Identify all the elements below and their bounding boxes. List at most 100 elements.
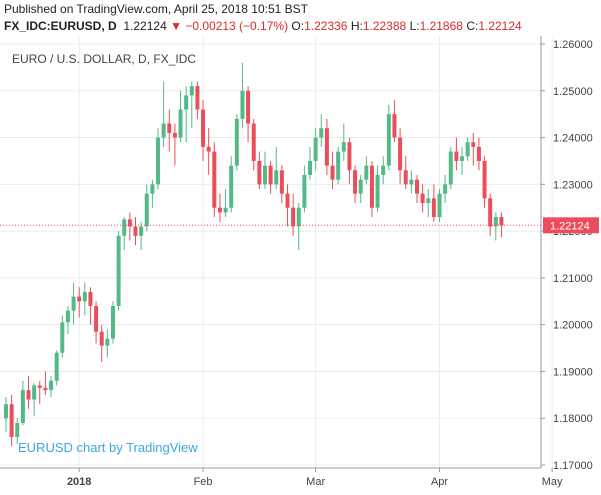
candle-down (94, 305, 99, 332)
watermark-link[interactable]: EURUSD chart by TradingView (18, 440, 198, 455)
candle-up (54, 352, 59, 381)
candle-down (172, 132, 177, 138)
x-tick-label: Mar (306, 476, 325, 488)
candle-down (482, 160, 487, 199)
candle-up (358, 179, 363, 194)
candle-up (465, 142, 470, 157)
candle-up (20, 390, 25, 423)
candle-down (133, 226, 138, 236)
open-value: 1.22336 (304, 19, 348, 33)
candle-up (443, 184, 448, 194)
candle-down (353, 170, 358, 194)
candle-down (257, 160, 262, 185)
candle-down (201, 109, 206, 147)
low-value: 1.21868 (419, 19, 463, 33)
candle-up (409, 179, 414, 185)
x-tick-label: May (542, 476, 563, 488)
candle-down (251, 123, 256, 161)
candle-up (144, 193, 149, 227)
candle-up (150, 184, 155, 194)
candle-down (26, 390, 31, 400)
candle-up (110, 305, 115, 339)
y-tick-label: 1.19000 (553, 366, 593, 378)
candle-up (460, 156, 465, 161)
candle-up (336, 151, 341, 180)
candle-up (178, 109, 183, 138)
candle-up (448, 151, 453, 185)
last-price-tag (543, 217, 599, 234)
chart-legend-title: EURO / U.S. DOLLAR, D, FX_IDC (12, 52, 197, 66)
y-tick-label: 1.20000 (553, 320, 593, 332)
candle-up (223, 207, 228, 213)
candle-up (184, 95, 189, 110)
candle-down (246, 90, 251, 124)
last-price: 1.22124 (123, 19, 167, 33)
candle-down (9, 404, 14, 437)
y-tick-label: 1.17000 (553, 460, 593, 472)
candle-up (313, 137, 318, 161)
candle-up (122, 219, 127, 236)
down-arrow-icon: ▼ (170, 19, 182, 33)
candle-down (99, 331, 104, 346)
symbol-label: FX_IDC:EURUSD, D (4, 19, 117, 33)
candle-up (319, 128, 324, 138)
candlestick-chart[interactable]: 1.260001.250001.240001.230001.220001.210… (0, 36, 601, 495)
candle-up (60, 322, 65, 353)
candle-down (431, 198, 436, 218)
candle-down (217, 207, 222, 213)
candle-up (156, 137, 161, 185)
open-label: O: (291, 19, 305, 33)
candle-down (471, 142, 476, 147)
candle-down (167, 123, 172, 133)
candle-down (330, 165, 335, 180)
candle-up (262, 165, 267, 185)
y-tick-label: 1.23000 (553, 179, 593, 191)
candle-up (65, 310, 70, 323)
candle-down (403, 170, 408, 185)
candle-up (493, 217, 498, 227)
candle-down (420, 193, 425, 204)
x-tick-label: Feb (194, 476, 213, 488)
candle-up (234, 118, 239, 166)
high-value: 1.22388 (362, 19, 407, 33)
candle-up (375, 174, 380, 208)
y-tick-label: 1.21000 (553, 273, 593, 285)
candle-down (206, 146, 211, 152)
candle-up (296, 207, 301, 227)
y-tick-label: 1.25000 (553, 86, 593, 98)
candle-down (127, 219, 132, 227)
last-price-label: 1.22124 (550, 220, 590, 232)
candle-up (32, 385, 37, 400)
candle-up (82, 291, 87, 302)
candle-up (4, 404, 8, 419)
y-tick-label: 1.24000 (553, 133, 593, 145)
candle-down (454, 151, 459, 161)
candle-up (341, 142, 346, 152)
candle-down (476, 146, 481, 161)
y-tick-label: 1.26000 (553, 39, 593, 51)
candle-up (364, 165, 369, 180)
candle-down (324, 128, 329, 166)
high-label: H: (350, 19, 363, 33)
candle-up (116, 235, 121, 306)
candle-up (229, 165, 234, 208)
candle-up (189, 86, 194, 96)
candle-up (71, 296, 76, 311)
candle-down (268, 165, 273, 185)
y-tick-label: 1.18000 (553, 413, 593, 425)
candle-down (369, 165, 374, 208)
candle-down (212, 151, 217, 208)
candle-down (77, 296, 82, 302)
candle-down (499, 217, 504, 226)
candle-down (392, 114, 397, 138)
published-line: Published on TradingView.com, April 25, … (4, 2, 308, 16)
candle-down (291, 207, 296, 227)
candle-down (37, 385, 42, 388)
candle-up (15, 422, 20, 437)
candle-up (139, 226, 144, 236)
low-label: L: (409, 19, 420, 33)
candle-up (274, 170, 279, 185)
candle-down (398, 137, 403, 171)
chart-frame[interactable]: 1.260001.250001.240001.230001.220001.210… (0, 36, 601, 495)
candle-down (195, 86, 200, 110)
